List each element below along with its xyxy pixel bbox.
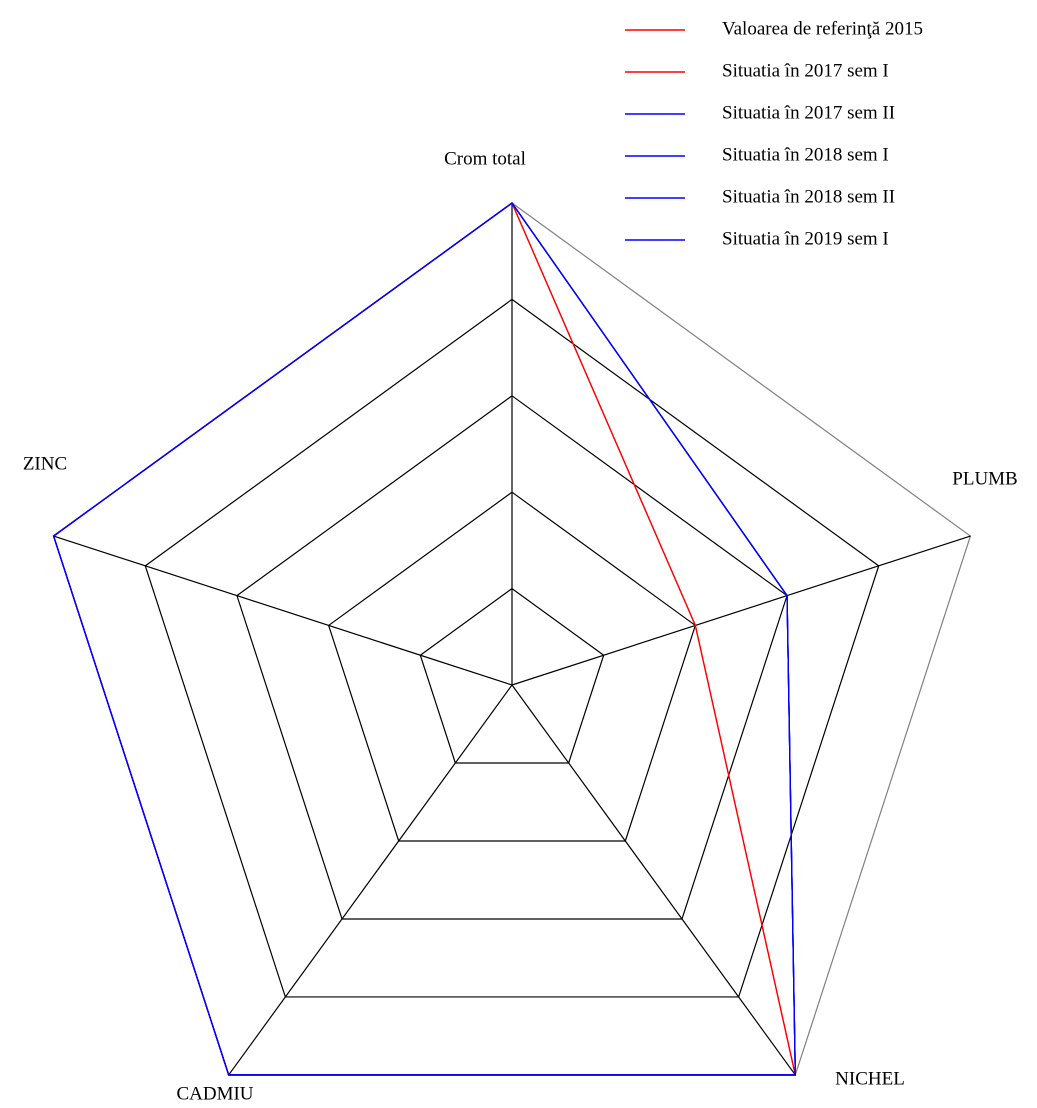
spoke xyxy=(511,684,796,1076)
legend-label: Situatia în 2017 sem II xyxy=(722,102,895,123)
legend-label: Situatia în 2018 sem I xyxy=(722,144,889,165)
axis-label: PLUMB xyxy=(952,468,1017,489)
grid-ring xyxy=(419,587,605,764)
axis-label: CADMIU xyxy=(176,1083,253,1104)
series-line xyxy=(52,202,796,1076)
axis-label: Crom total xyxy=(444,148,526,169)
axis-label: NICHEL xyxy=(835,1068,905,1089)
legend-label: Situatia în 2018 sem II xyxy=(722,186,895,207)
spoke xyxy=(228,684,513,1076)
grid-ring xyxy=(327,491,697,842)
series-line xyxy=(52,202,796,1076)
grid-ring xyxy=(144,298,880,998)
series-line xyxy=(52,202,796,1076)
spoke xyxy=(53,535,513,686)
legend-label: Situatia în 2017 sem I xyxy=(722,60,889,81)
legend-label: Situatia în 2019 sem I xyxy=(722,228,889,249)
axis-label: ZINC xyxy=(23,453,67,474)
series-line xyxy=(52,201,797,1076)
legend-label: Valoarea de referinţă 2015 xyxy=(722,18,923,39)
spoke xyxy=(511,535,971,686)
series-line xyxy=(52,201,797,1076)
grid-ring xyxy=(236,395,788,920)
series-line xyxy=(52,202,796,1076)
